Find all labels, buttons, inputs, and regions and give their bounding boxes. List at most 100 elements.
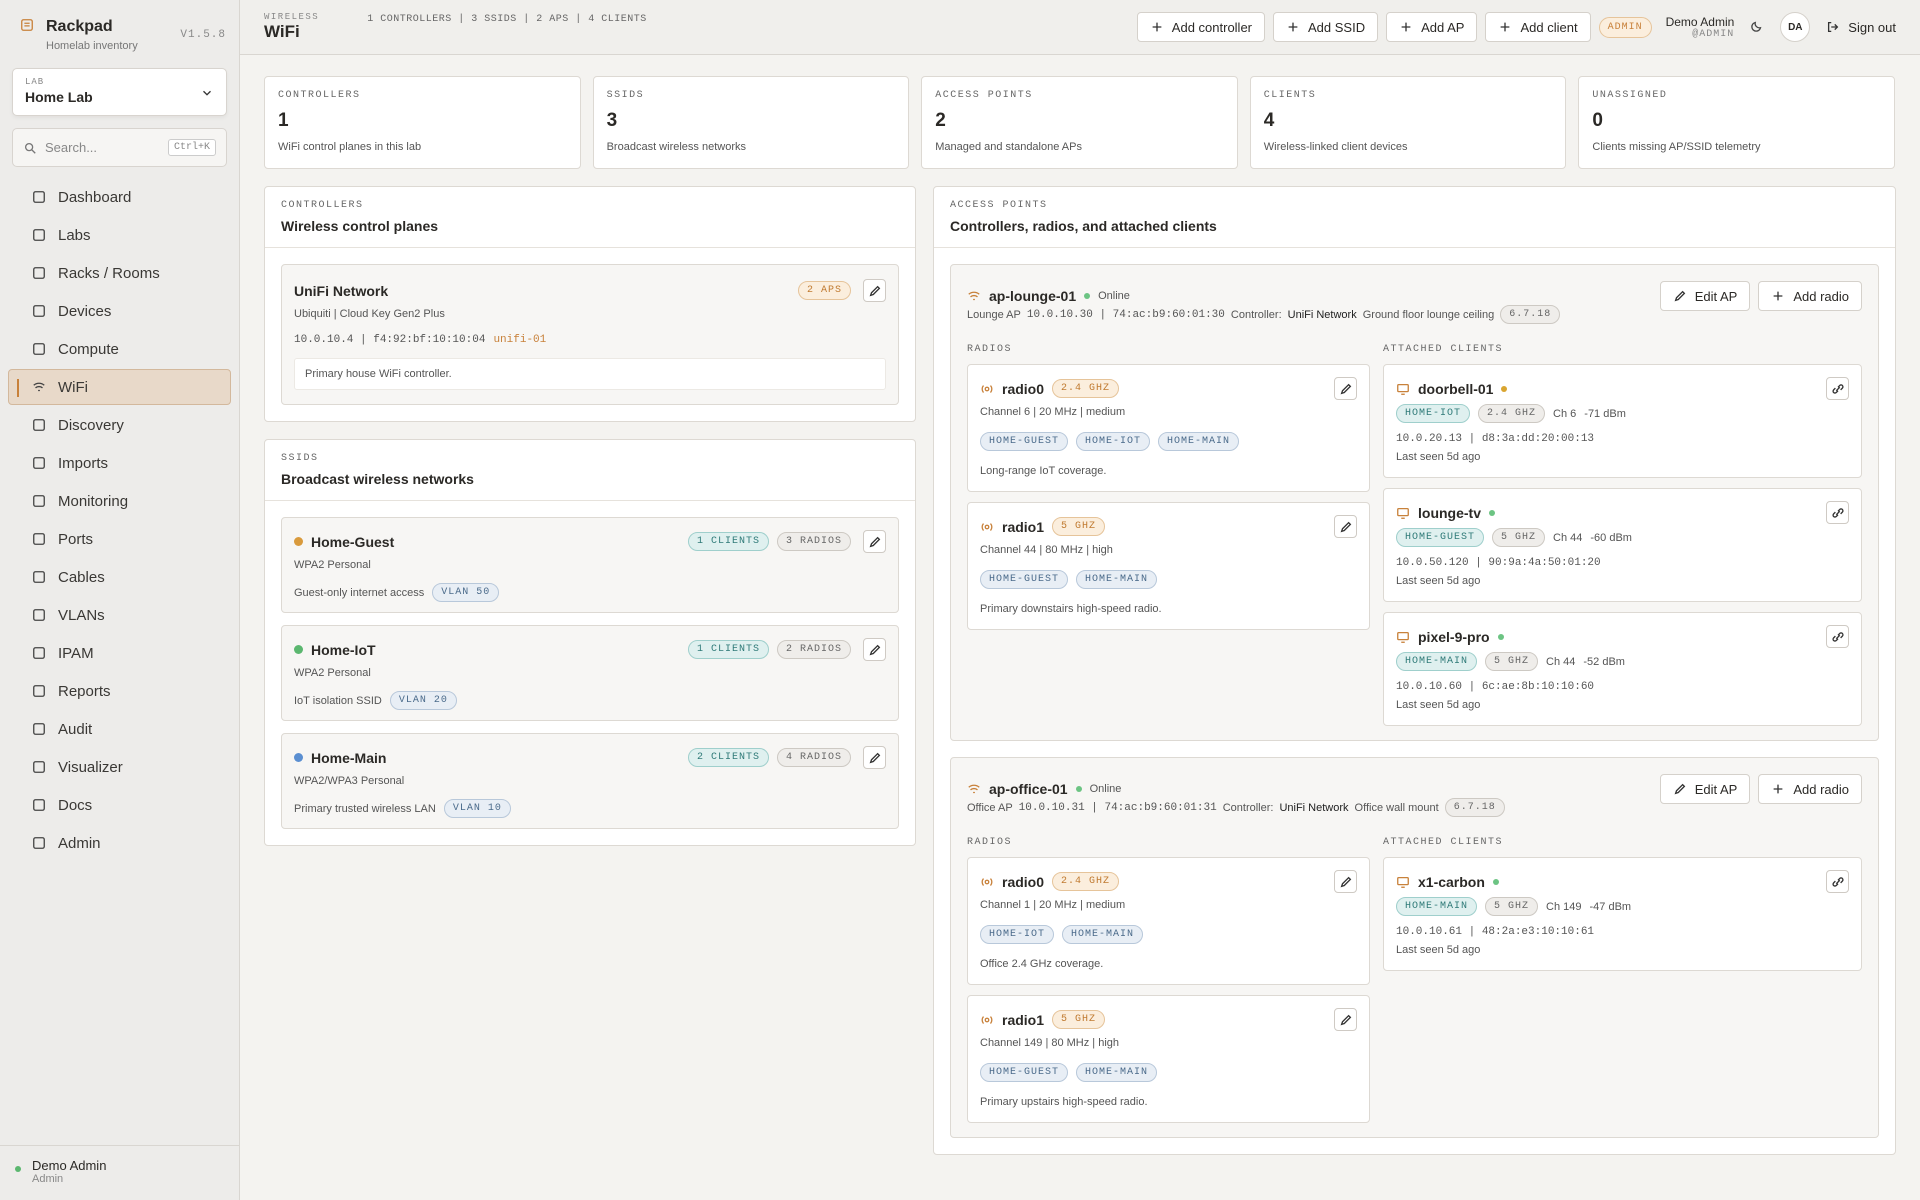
sign-out[interactable]: Sign out [1826,20,1896,35]
nav-item[interactable]: VLANs [8,597,231,633]
nav-item[interactable]: WiFi [8,369,231,405]
action-button[interactable]: Add AP [1386,12,1478,42]
nav-icon [32,456,46,470]
ssid-note: Guest-only internet access [294,586,425,599]
edit-ap[interactable]: Edit AP [1659,281,1751,311]
controller-label: Controller: [1222,801,1274,814]
stats-row: CONTROLLERS 1 WiFi control planes in this … [264,76,1895,169]
nav-item[interactable]: Audit [8,711,231,747]
ap-role: Lounge AP [967,308,1021,321]
edit-ap[interactable]: Edit AP [1659,774,1751,804]
ssid-meta: Primary trusted wireless LAN VLAN 10 [294,799,886,818]
controllers-panel: CONTROLLERS Wireless control planes UniFi … [264,186,916,422]
icon-button[interactable] [863,530,886,553]
radio-name: radio1 [1002,518,1045,535]
client-tags: HOME-MAIN 5 GHZ Ch 44 -52 dBm [1396,652,1849,671]
nav-item[interactable]: Reports [8,673,231,709]
nav-icon-svg [33,457,45,469]
nav-label: Racks / Rooms [58,264,160,282]
ssid-card: Home-IoT 1 CLIENTS 2 RADIOS WPA2 Personal Io… [281,625,899,721]
icon-button[interactable] [863,746,886,769]
sign-out-label: Sign out [1848,19,1896,35]
icon-button[interactable] [863,638,886,661]
icon-button[interactable] [1826,625,1849,648]
client-icon-svg [1397,631,1409,643]
search-box[interactable]: Search... Ctrl+K [12,128,227,167]
nav-icon-svg [33,723,45,735]
nav-item[interactable]: Ports [8,521,231,557]
client-card: pixel-9-pro HOME-MAIN 5 GHZ Ch 44 -52 dBm 10.… [1383,612,1862,726]
brand-tagline: Homelab inventory [46,40,138,52]
nav-label: Visualizer [58,758,123,776]
controller-model: Ubiquiti | Cloud Key Gen2 Plus [294,308,445,320]
logo-svg [21,19,33,31]
status-dot [1075,786,1082,792]
nav-icon-svg [33,799,45,811]
nav-item[interactable]: Compute [8,331,231,367]
controller-name: UniFi Network [1287,308,1357,321]
icon-button[interactable] [1334,870,1357,893]
add-radio[interactable]: Add radio [1758,281,1862,311]
nav-item[interactable]: Cables [8,559,231,595]
nav-icon [32,532,46,546]
client-icon [1396,630,1410,644]
button-icon-svg [1831,383,1844,394]
radio-icon [980,875,994,889]
button-icon [1831,630,1845,644]
nav-item[interactable]: Dashboard [8,179,231,215]
last-seen: Last seen 5d ago [1396,451,1481,463]
eyebrow: WIRELESS [264,12,320,22]
radio-card: radio1 5 GHZ Channel 44 | 80 MHz | high HOM… [967,502,1370,630]
radio-name: radio0 [1002,380,1045,397]
icon-button[interactable] [863,279,886,302]
clients-column: ATTACHED CLIENTS doorbell-01 HOME-IOT 2.4 G… [1383,344,1862,736]
nav-icon-svg [33,837,45,849]
nav-item[interactable]: Imports [8,445,231,481]
nav-label: Labs [58,226,91,244]
avatar[interactable]: DA [1780,12,1811,42]
nav-item[interactable]: Admin [8,825,231,861]
ap-columns: RADIOS radio0 2.4 GHZ Channel 1 | 20 MHz | … [967,837,1862,1133]
radio-note: Long-range IoT coverage. [980,465,1107,477]
action-button[interactable]: Add SSID [1273,12,1379,42]
icon-button[interactable] [1334,377,1357,400]
theme-toggle[interactable] [1750,19,1764,36]
plus-icon [1498,20,1512,34]
icon-button[interactable] [1826,501,1849,524]
button-icon [868,284,882,298]
vlan-tag: VLAN 20 [389,691,457,710]
band-tag: 5 GHZ [1492,528,1546,547]
nav-label: Reports [58,682,111,700]
nav-item[interactable]: Devices [8,293,231,329]
action-button[interactable]: Add client [1485,12,1591,42]
icon-button[interactable] [1826,870,1849,893]
nav-item[interactable]: Racks / Rooms [8,255,231,291]
lab-select[interactable]: LAB Home Lab [12,68,227,116]
nav-icon [32,722,46,736]
nav-item[interactable]: Monitoring [8,483,231,519]
panel-eyebrow: ACCESS POINTS [950,200,1048,211]
stat-value: 4 [1263,110,1275,131]
ssid-note: IoT isolation SSID [294,694,382,707]
icon-button[interactable] [1826,377,1849,400]
button-icon [1831,506,1845,520]
nav-item[interactable]: IPAM [8,635,231,671]
nav-icon-svg [33,191,45,203]
plus-icon-svg [1288,22,1298,32]
button-icon-svg [1831,631,1844,642]
icon-button[interactable] [1334,1008,1357,1031]
client-card: doorbell-01 HOME-IOT 2.4 GHZ Ch 6 -71 dBm 10.… [1383,364,1862,478]
nav-label: Monitoring [58,492,129,510]
left-column: CONTROLLERS Wireless control planes UniFi … [264,186,916,846]
add-radio[interactable]: Add radio [1758,774,1862,804]
nav-item[interactable]: Discovery [8,407,231,443]
icon-button[interactable] [1334,515,1357,538]
logo [20,18,34,32]
nav-item[interactable]: Visualizer [8,749,231,785]
nav-item[interactable]: Labs [8,217,231,253]
nav-item[interactable]: Docs [8,787,231,823]
action-button[interactable]: Add controller [1136,12,1266,42]
client-icon [1396,875,1410,889]
button-icon [1831,382,1845,396]
